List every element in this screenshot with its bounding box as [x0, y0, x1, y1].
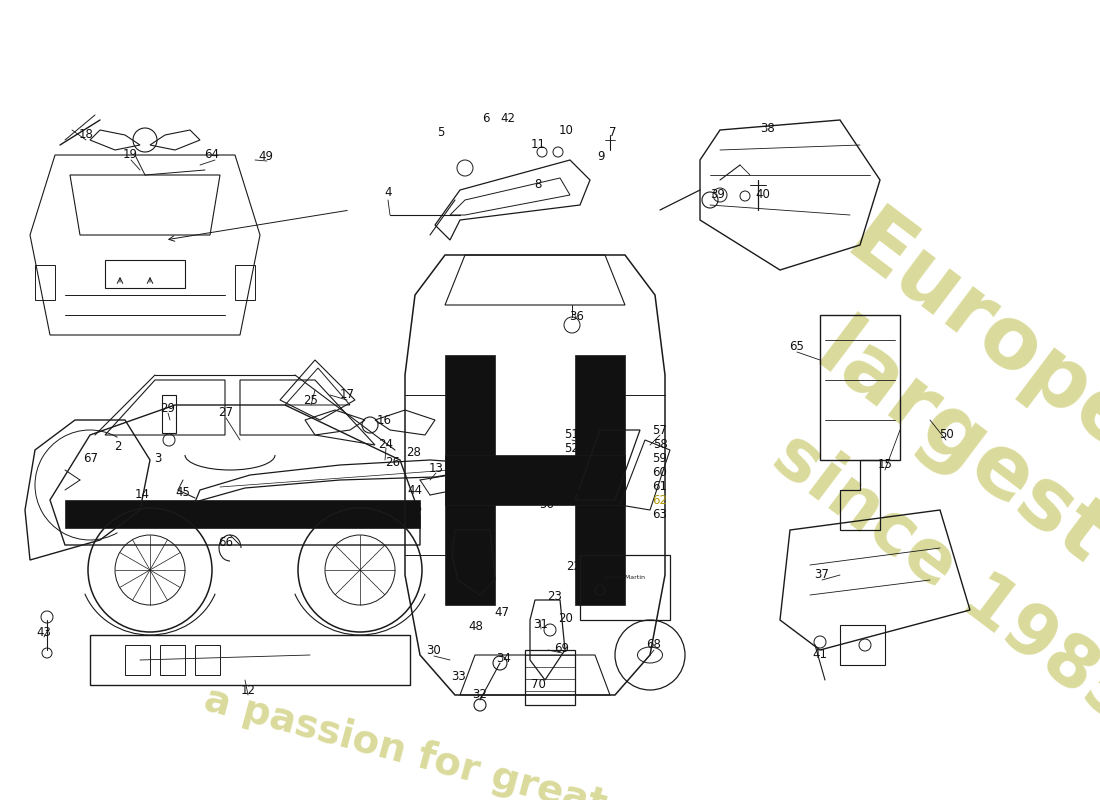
Bar — [35, 265, 55, 300]
Bar — [195, 645, 220, 675]
Text: 16: 16 — [376, 414, 392, 427]
Text: 22: 22 — [566, 561, 582, 574]
Text: 38: 38 — [760, 122, 775, 134]
Text: 3: 3 — [154, 451, 162, 465]
Text: 41: 41 — [813, 649, 827, 662]
Text: 36: 36 — [570, 310, 584, 323]
Bar — [235, 265, 255, 300]
Text: 47: 47 — [495, 606, 509, 618]
Text: 18: 18 — [78, 129, 94, 142]
Bar — [820, 315, 900, 460]
Text: 42: 42 — [500, 111, 516, 125]
Text: 64: 64 — [205, 149, 220, 162]
Text: 34: 34 — [496, 653, 512, 666]
Text: 39: 39 — [711, 187, 725, 201]
Text: 59: 59 — [652, 451, 668, 465]
Bar — [580, 555, 670, 620]
Text: 5: 5 — [438, 126, 444, 139]
Text: 44: 44 — [407, 483, 422, 497]
Text: 33: 33 — [452, 670, 466, 683]
Text: 19: 19 — [122, 149, 138, 162]
Text: 25: 25 — [304, 394, 318, 406]
Text: 68: 68 — [647, 638, 661, 651]
Text: 61: 61 — [652, 479, 668, 493]
Text: Europes: Europes — [830, 200, 1100, 503]
Text: 43: 43 — [36, 626, 52, 638]
Text: 20: 20 — [559, 611, 573, 625]
Text: largest: largest — [800, 310, 1100, 583]
Bar — [125, 645, 150, 675]
Text: 46: 46 — [407, 502, 422, 514]
Bar — [446, 355, 495, 605]
Text: 52: 52 — [564, 442, 580, 455]
Text: 54: 54 — [564, 470, 580, 483]
Text: 56: 56 — [540, 498, 554, 511]
Bar — [525, 650, 575, 705]
Text: 9: 9 — [597, 150, 605, 163]
Text: 50: 50 — [938, 427, 954, 441]
Text: 30: 30 — [427, 645, 441, 658]
Text: 70: 70 — [530, 678, 546, 691]
Bar — [90, 635, 410, 685]
Text: a passion for great parts: a passion for great parts — [200, 680, 735, 800]
Text: 8: 8 — [535, 178, 541, 191]
Text: 66: 66 — [219, 535, 233, 549]
Text: 2: 2 — [114, 441, 122, 454]
Text: 28: 28 — [407, 446, 421, 459]
Text: 21: 21 — [594, 574, 608, 587]
Text: 26: 26 — [385, 455, 400, 469]
Text: 29: 29 — [161, 402, 176, 414]
Text: 60: 60 — [652, 466, 668, 478]
Text: 63: 63 — [652, 507, 668, 521]
Text: 69: 69 — [554, 642, 570, 654]
Text: 1: 1 — [456, 535, 464, 549]
Text: 11: 11 — [530, 138, 546, 151]
Text: since 1985: since 1985 — [760, 420, 1100, 738]
Text: 31: 31 — [534, 618, 549, 630]
Text: 13: 13 — [429, 462, 443, 474]
Text: 17: 17 — [340, 389, 354, 402]
Text: 53: 53 — [564, 457, 580, 470]
Text: 67: 67 — [84, 451, 99, 465]
Text: 15: 15 — [878, 458, 892, 470]
Bar — [575, 355, 625, 605]
Text: 12: 12 — [241, 683, 255, 697]
Text: 48: 48 — [469, 619, 483, 633]
Text: 49: 49 — [258, 150, 274, 162]
Text: 51: 51 — [564, 429, 580, 442]
Text: Aston Martin: Aston Martin — [605, 575, 645, 580]
Text: 58: 58 — [652, 438, 668, 450]
Text: 55: 55 — [564, 485, 580, 498]
Bar — [446, 455, 625, 505]
Bar — [840, 625, 886, 665]
Text: 62: 62 — [652, 494, 668, 506]
Text: 37: 37 — [815, 569, 829, 582]
Text: 27: 27 — [219, 406, 233, 418]
Text: 24: 24 — [378, 438, 394, 451]
Bar — [104, 260, 185, 288]
Text: 57: 57 — [652, 423, 668, 437]
Text: 45: 45 — [176, 486, 190, 498]
Text: 40: 40 — [756, 187, 770, 201]
Text: 6: 6 — [482, 111, 490, 125]
Text: 65: 65 — [790, 341, 804, 354]
Text: 10: 10 — [559, 123, 573, 137]
Bar — [65, 500, 420, 528]
Text: 23: 23 — [548, 590, 562, 602]
Text: 7: 7 — [609, 126, 617, 138]
Text: 4: 4 — [384, 186, 392, 199]
Text: 14: 14 — [134, 489, 150, 502]
Text: 32: 32 — [473, 689, 487, 702]
Bar — [162, 395, 176, 433]
Bar — [160, 645, 185, 675]
